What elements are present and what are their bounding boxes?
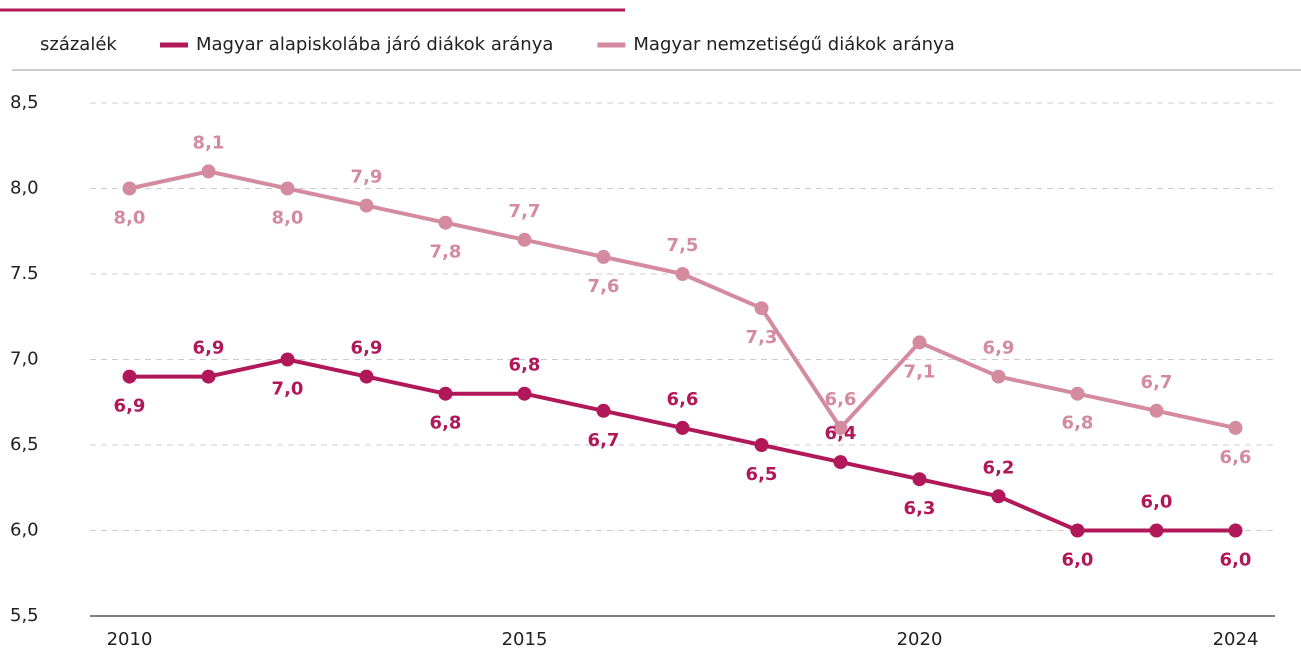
x-tick-label: 2010 [107, 629, 153, 650]
point [280, 352, 295, 367]
value-label: 6,2 [983, 457, 1015, 478]
x-tick-label: 2020 [897, 629, 943, 650]
value-label: 6,0 [1220, 550, 1252, 571]
value-label: 6,6 [1220, 447, 1252, 468]
value-label: 6,9 [351, 338, 383, 359]
point [201, 164, 216, 179]
point [754, 438, 769, 452]
point [201, 369, 216, 384]
point [438, 386, 453, 401]
y-tick-label: 6,0 [10, 520, 39, 541]
point [754, 301, 769, 316]
value-label: 6,3 [904, 498, 936, 519]
point [675, 420, 690, 435]
value-label: 7,3 [746, 327, 778, 348]
value-label: 6,4 [825, 423, 857, 444]
point [991, 369, 1006, 384]
value-label: 7,1 [904, 361, 936, 382]
value-label: 6,8 [509, 355, 541, 376]
y-tick-label: 7,0 [10, 349, 39, 370]
value-label: 6,5 [746, 464, 778, 485]
value-label: 6,0 [1141, 492, 1173, 513]
value-label: 6,8 [430, 413, 462, 434]
y-tick-label: 8,5 [10, 92, 39, 113]
point [122, 369, 137, 384]
value-label: 8,0 [114, 208, 146, 229]
value-label: 7,9 [351, 167, 383, 188]
value-label: 6,9 [983, 338, 1015, 359]
point [675, 267, 690, 281]
value-label: 7,8 [430, 242, 462, 263]
value-label: 6,0 [1062, 550, 1094, 571]
point [280, 181, 295, 196]
value-label: 8,0 [272, 208, 304, 229]
unit-label: százalék [40, 34, 117, 55]
point [1228, 523, 1243, 538]
point [1228, 420, 1243, 435]
point [833, 420, 848, 435]
legend-label: Magyar nemzetiségű diákok aránya [633, 34, 954, 55]
point [517, 232, 532, 247]
point [517, 386, 532, 401]
value-label: 7,0 [272, 379, 304, 400]
x-tick-label: 2024 [1213, 629, 1259, 650]
point [596, 403, 611, 418]
y-tick-label: 7.5 [10, 263, 39, 284]
y-tick-label: 8,0 [10, 178, 39, 199]
point [359, 198, 374, 213]
point [438, 215, 453, 230]
point [1149, 403, 1164, 418]
value-label: 6,7 [1141, 372, 1173, 393]
value-label: 7,7 [509, 201, 541, 222]
value-label: 8,1 [193, 132, 225, 153]
value-label: 6,9 [193, 338, 225, 359]
point [122, 181, 137, 196]
point [596, 249, 611, 264]
value-label: 7,5 [667, 235, 699, 256]
value-label: 7,6 [588, 276, 620, 297]
value-label: 6,6 [825, 389, 857, 410]
point [833, 455, 848, 470]
point [359, 369, 374, 384]
point [1070, 386, 1085, 401]
value-label: 6,6 [667, 389, 699, 410]
legend-label: Magyar alapiskolába járó diákok aránya [196, 34, 553, 55]
point [912, 472, 927, 487]
point [1070, 523, 1085, 538]
value-label: 6,8 [1062, 413, 1094, 434]
value-label: 6,7 [588, 430, 620, 451]
y-tick-label: 6,5 [10, 434, 39, 455]
point [1149, 523, 1164, 538]
value-label: 6,9 [114, 396, 146, 417]
point [912, 335, 927, 350]
point [991, 489, 1006, 504]
x-tick-label: 2015 [502, 629, 548, 650]
y-tick-label: 5,5 [10, 605, 39, 626]
